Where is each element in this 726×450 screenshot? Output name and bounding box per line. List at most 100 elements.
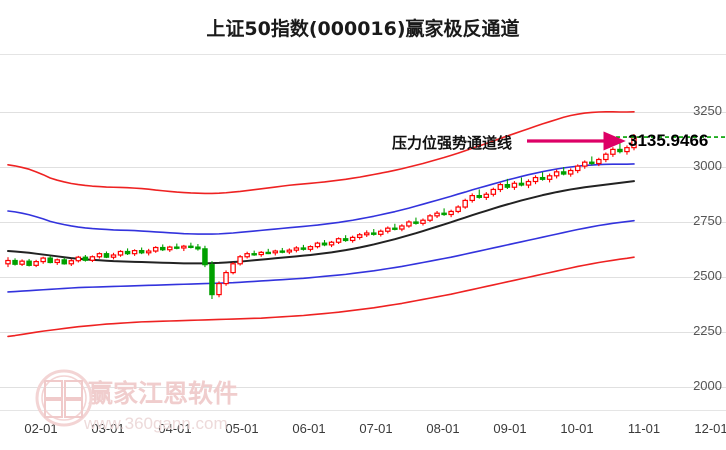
candlestick [596, 157, 602, 167]
candlestick [335, 237, 342, 244]
candlestick [19, 259, 25, 266]
candlestick [371, 229, 377, 236]
x-tick-label: 09-01 [493, 421, 527, 436]
candlestick [532, 175, 539, 185]
channel-line-3 [7, 219, 635, 293]
candlestick [216, 281, 222, 298]
candlestick [314, 241, 321, 249]
candlestick [251, 250, 257, 256]
candlestick [307, 245, 314, 252]
y-tick-label: 3000 [693, 158, 722, 173]
candlestick [525, 179, 532, 189]
candlestick [209, 261, 215, 299]
candlestick [378, 229, 384, 237]
y-tick-label: 3250 [693, 103, 722, 118]
channel-line-4 [7, 256, 635, 338]
candlestick [349, 235, 356, 243]
page-title: 上证50指数(000016)赢家极反通道 [206, 18, 520, 40]
candlestick [567, 168, 574, 177]
candlestick [223, 270, 229, 286]
plot-area [0, 54, 726, 411]
candlestick [553, 169, 560, 179]
candlestick [392, 223, 398, 231]
candlestick [159, 244, 166, 252]
plot-canvas [0, 54, 726, 411]
candlestick [75, 255, 82, 263]
candlestick [455, 205, 461, 214]
candlestick [131, 249, 138, 256]
candlestick [546, 173, 553, 183]
candlestick [441, 208, 447, 216]
candlestick [328, 240, 335, 248]
candlestick [603, 152, 609, 163]
candlestick [497, 182, 504, 193]
candlestick [26, 258, 32, 267]
candlestick [124, 248, 131, 255]
x-tick-label: 08-01 [426, 421, 460, 436]
candlestick [469, 193, 475, 203]
candlestick [574, 164, 581, 174]
y-tick-label: 2250 [693, 323, 722, 338]
candlestick [138, 247, 145, 255]
candlestick [406, 220, 412, 228]
candlestick [82, 255, 89, 262]
candlestick [490, 187, 497, 197]
candlestick [152, 246, 159, 253]
x-tick-label: 07-01 [359, 421, 393, 436]
x-tick-label: 12-01 [694, 421, 726, 436]
candlestick [413, 217, 419, 225]
candlestick [54, 258, 60, 265]
candlestick [145, 248, 152, 256]
x-tick-label: 02-01 [24, 421, 58, 436]
candlestick [589, 156, 595, 166]
candlestick [40, 256, 46, 264]
x-tick-label: 06-01 [292, 421, 326, 436]
candlestick [399, 224, 405, 232]
channel-line-0 [7, 110, 635, 195]
candlestick [188, 242, 194, 249]
candlestick [33, 259, 39, 268]
candlestick [195, 244, 201, 251]
candlestick [420, 218, 426, 226]
candlestick [300, 244, 307, 251]
candlestick [539, 172, 546, 181]
y-tick-label: 2000 [693, 378, 722, 393]
candlestick [385, 226, 391, 234]
x-tick-label: 05-01 [225, 421, 259, 436]
candlestick [103, 251, 110, 259]
channel-line-2 [7, 180, 635, 265]
current-price-label: 3135.9466 [628, 131, 709, 150]
candlestick [181, 244, 187, 252]
candlestick [174, 243, 180, 250]
candlestick [5, 257, 11, 268]
candlestick [89, 255, 96, 263]
candlestick [560, 167, 567, 176]
candlestick [258, 251, 264, 257]
candlestick [96, 252, 103, 259]
candlestick [244, 251, 250, 259]
x-tick-label: 10-01 [560, 421, 594, 436]
candlestick [504, 178, 511, 189]
x-tick-label: 03-01 [91, 421, 125, 436]
watermark-seal-icon [35, 369, 93, 427]
candlestick [462, 198, 468, 209]
candlestick [202, 245, 208, 268]
candlestick [117, 250, 124, 257]
candlestick [518, 177, 525, 187]
candlestick [434, 211, 440, 219]
resistance-line-annotation: 压力位强势通道线 [392, 134, 513, 152]
candlestick [47, 255, 53, 264]
candlestick [272, 249, 279, 256]
candlestick [265, 248, 271, 255]
candlestick [582, 160, 588, 169]
candlestick [286, 248, 293, 255]
y-tick-label: 2750 [693, 213, 722, 228]
candlestick [448, 209, 454, 218]
x-tick-label: 11-01 [627, 421, 661, 436]
candlestick [12, 258, 18, 266]
candlestick [61, 257, 68, 265]
candlestick [427, 214, 433, 222]
candlestick [511, 181, 518, 190]
